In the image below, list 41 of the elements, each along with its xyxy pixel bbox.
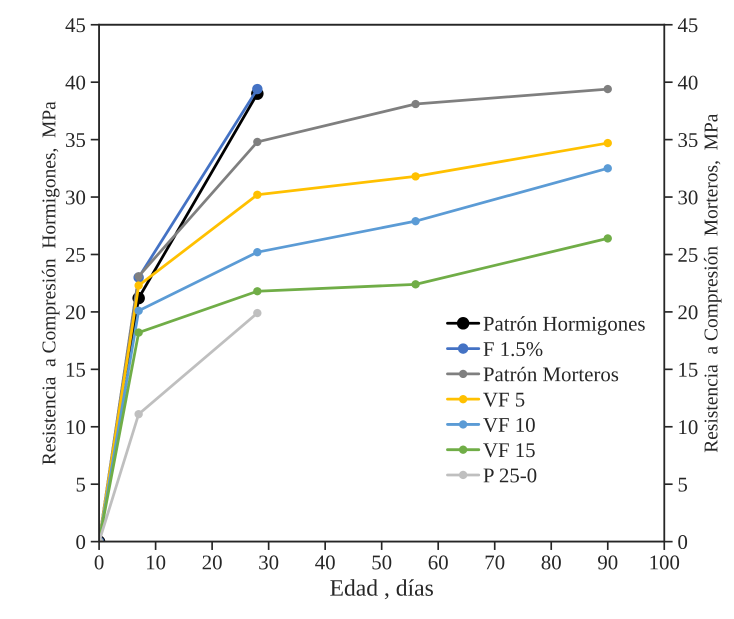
y-tick-label: 10 bbox=[66, 420, 86, 434]
y-tick-label: 0 bbox=[76, 535, 86, 550]
legend-label: P 25-0 bbox=[484, 468, 536, 482]
legend-label: VF 10 bbox=[483, 418, 535, 432]
y-tick-label: 25 bbox=[66, 248, 86, 262]
y2-tick-label: 40 bbox=[678, 76, 698, 90]
y2-axis-title: Resistencia a Compresión Morteros, MPa bbox=[704, 114, 722, 452]
legend-label: Patrón Morteros bbox=[484, 366, 618, 382]
y2-tick-label: 10 bbox=[679, 420, 698, 434]
x-tick-label: 60 bbox=[428, 555, 448, 570]
y2-tick-label: 15 bbox=[679, 362, 698, 377]
x-tick-label: 90 bbox=[598, 555, 618, 570]
y2-tick-label: 20 bbox=[678, 305, 698, 320]
y-tick-label: 30 bbox=[66, 190, 86, 204]
y-tick-label: 45 bbox=[65, 18, 86, 32]
legend-label: Patrón Hormigones bbox=[484, 316, 645, 336]
legend-label: VF 15 bbox=[483, 443, 535, 458]
legend-label: VF 5 bbox=[483, 392, 524, 407]
y2-tick-label: 25 bbox=[678, 248, 698, 262]
y-tick-label: 5 bbox=[76, 478, 86, 492]
y-tick-label: 35 bbox=[66, 133, 86, 148]
x-tick-label: 0 bbox=[94, 555, 104, 570]
y-axis-title: Resistencia a Compresión Hormigones, MPa bbox=[42, 101, 60, 465]
y-tick-label: 20 bbox=[66, 305, 86, 320]
x-tick-label: 30 bbox=[259, 555, 278, 570]
y-tick-label: 15 bbox=[66, 362, 86, 377]
x-tick-label: 40 bbox=[315, 555, 335, 570]
x-tick-label: 100 bbox=[650, 555, 680, 570]
legend-label: F 1.5% bbox=[484, 342, 542, 356]
y2-tick-label: 0 bbox=[678, 535, 688, 550]
y-tick-label: 40 bbox=[65, 76, 86, 90]
x-axis-title: Edad , días bbox=[330, 579, 433, 600]
x-tick-label: 80 bbox=[542, 555, 561, 570]
x-tick-label: 10 bbox=[147, 555, 166, 570]
y2-tick-label: 45 bbox=[678, 18, 698, 32]
y2-tick-label: 35 bbox=[678, 133, 698, 148]
y2-tick-label: 30 bbox=[678, 190, 698, 204]
y2-tick-label: 5 bbox=[678, 478, 688, 492]
x-tick-label: 50 bbox=[372, 555, 392, 570]
x-tick-label: 20 bbox=[202, 555, 222, 570]
x-tick-label: 70 bbox=[486, 555, 504, 570]
